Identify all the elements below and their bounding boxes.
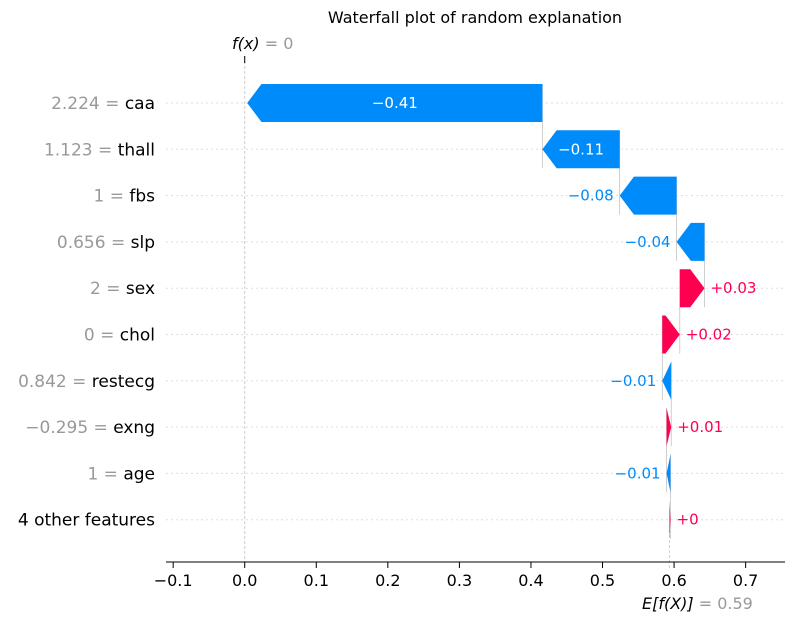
feature-label: 2.224 = caa <box>51 94 155 114</box>
fx-label-name: f(x) <box>232 34 260 53</box>
feature-labels: 2.224 = caa 1.123 = thall 1 = fbs 0.656 = s… <box>18 94 155 531</box>
feature-name: thall <box>118 140 155 160</box>
feature-name: exng <box>113 418 155 438</box>
bar-value-label: −0.41 <box>372 94 418 112</box>
feature-label: 0.656 = slp <box>57 233 155 253</box>
bar-value-label: −0.11 <box>558 140 604 158</box>
feature-value: −0.295 = <box>25 418 113 438</box>
feature-value: 2 = <box>90 279 126 299</box>
feature-label: −0.295 = exng <box>25 418 155 438</box>
feature-label: 1.123 = thall <box>44 140 155 160</box>
x-tick-label: 0.1 <box>304 571 329 590</box>
x-tick-label: −0.1 <box>154 571 193 590</box>
feature-label: 0 = chol <box>84 326 155 346</box>
expected-value-name: E[f(X)] <box>642 594 694 613</box>
expected-value-value: = 0.59 <box>694 594 753 613</box>
feature-label: 4 other features <box>18 511 155 531</box>
bar-value-label: +0.03 <box>710 279 756 297</box>
bar-exng <box>666 408 672 447</box>
guide-lines <box>244 56 705 568</box>
x-tick-label: 0.6 <box>661 571 686 590</box>
feature-label: 0.842 = restecg <box>18 372 155 392</box>
bar-value-label: +0 <box>677 511 699 529</box>
chart-title: Waterfall plot of random explanation <box>328 8 622 27</box>
bars: −0.41 −0.11 −0.08 −0.04 +0.03 +0.02 −0.01 +0.01… <box>247 84 756 539</box>
x-tick-label: 0.5 <box>590 571 615 590</box>
feature-name: caa <box>125 94 155 114</box>
feature-value: 1 = <box>93 187 129 207</box>
bar-chol <box>662 315 680 354</box>
feature-value: 1.123 = <box>44 140 118 160</box>
bar-value-label: −0.01 <box>610 372 656 390</box>
x-tick-label: 0.3 <box>447 571 472 590</box>
x-tick-label: 0.0 <box>232 571 257 590</box>
row-gridlines <box>166 102 785 521</box>
bar-age <box>666 454 671 493</box>
feature-name: slp <box>131 233 155 253</box>
feature-value: 0.842 = <box>18 372 92 392</box>
feature-name: chol <box>120 326 155 346</box>
fx-label: f(x) = 0 <box>232 34 293 53</box>
bar-restecg <box>662 361 672 400</box>
bar-value-label: +0.02 <box>686 326 732 344</box>
feature-name: fbs <box>129 187 155 207</box>
feature-value: 0.656 = <box>57 233 131 253</box>
feature-value: 0 = <box>84 326 120 346</box>
bar-value-label: −0.01 <box>615 464 661 482</box>
feature-label: 1 = age <box>87 464 155 484</box>
x-tick-label: 0.4 <box>518 571 543 590</box>
bar-value-label: −0.04 <box>625 233 671 251</box>
bar-value-label: +0.01 <box>677 418 723 436</box>
bar-value-label: −0.08 <box>568 187 614 205</box>
feature-label: 1 = fbs <box>93 187 155 207</box>
bar-4-other-features <box>669 500 671 539</box>
feature-label: 2 = sex <box>90 279 155 299</box>
feature-name: age <box>123 464 155 484</box>
feature-name: restecg <box>92 372 155 392</box>
bar-thall <box>542 130 620 169</box>
bar-caa <box>247 84 543 122</box>
feature-name: 4 other features <box>18 511 155 531</box>
x-tick-label: 0.7 <box>733 571 758 590</box>
feature-value: 2.224 = <box>51 94 125 114</box>
feature-value: 1 = <box>87 464 123 484</box>
bar-slp <box>676 222 705 261</box>
expected-value-label: E[f(X)] = 0.59 <box>642 594 753 613</box>
bar-fbs <box>619 176 677 215</box>
bar-sex <box>679 269 705 308</box>
x-tick-label: 0.2 <box>375 571 400 590</box>
fx-label-value: = 0 <box>260 34 294 53</box>
x-axis: −0.1 0.0 0.1 0.2 0.3 0.4 0.5 0.6 0.7 <box>154 561 785 590</box>
feature-name: sex <box>126 279 155 299</box>
